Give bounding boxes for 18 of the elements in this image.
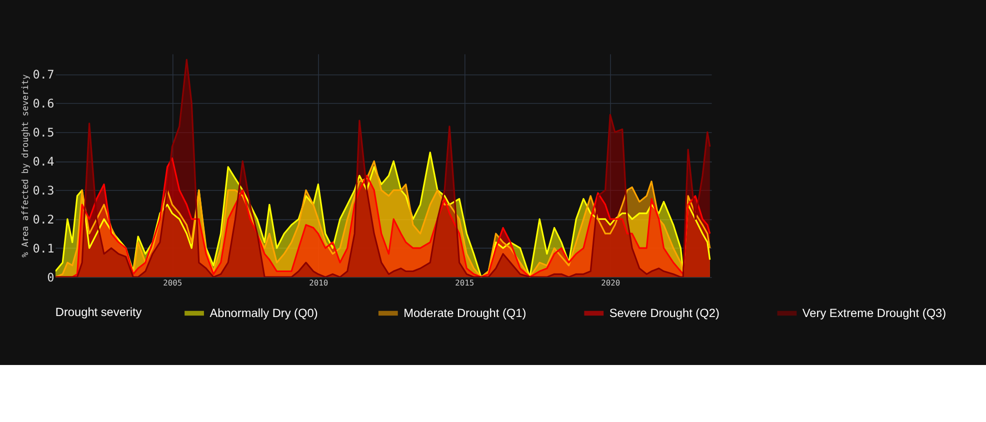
legend-label: Very Extreme Drought (Q3) <box>802 306 946 320</box>
legend-label: Severe Drought (Q2) <box>609 306 720 320</box>
x-tick-label: 2015 <box>455 278 474 288</box>
x-tick-label: 2020 <box>601 278 620 288</box>
x-tick-label: 2005 <box>163 278 182 288</box>
y-tick-label: 0.6 <box>32 96 54 111</box>
y-tick-label: 0 <box>47 270 54 284</box>
legend-label: Moderate Drought (Q1) <box>404 306 526 320</box>
y-tick-label: 0.5 <box>32 126 54 140</box>
y-tick-label: 0.2 <box>32 212 54 226</box>
y-axis-title: % Area affected by drought severity <box>21 74 32 258</box>
y-tick-label: 0.1 <box>32 241 54 256</box>
legend-label: Abnormally Dry (Q0) <box>210 306 318 320</box>
y-tick-label: 0.3 <box>32 183 54 198</box>
y-tick-label: 0.4 <box>32 154 54 168</box>
y-tick-label: 0.7 <box>32 68 54 82</box>
legend-title: Drought severity <box>55 304 142 319</box>
x-tick-label: 2010 <box>309 278 328 288</box>
